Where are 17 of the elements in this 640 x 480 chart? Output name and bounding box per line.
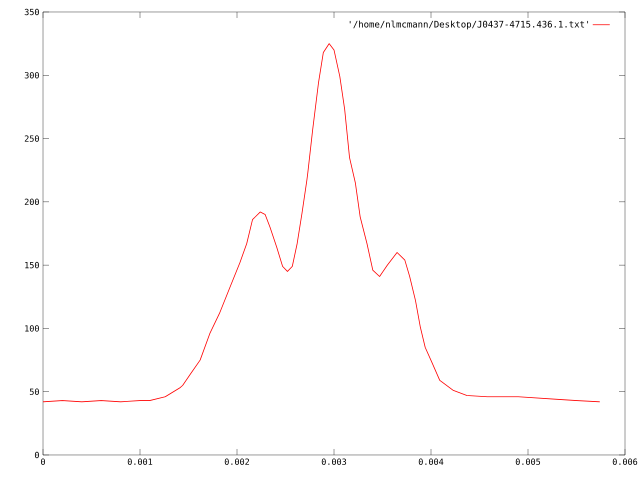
x-tick-label: 0.006 [612,458,638,465]
y-tick-label: 150 [25,262,39,268]
x-tick-label: 0.004 [418,458,444,465]
y-tick-label: 0 [34,452,39,458]
y-tick-label: 250 [24,135,39,142]
y-tick-label: 200 [24,198,39,206]
x-tick-label: 0.002 [224,458,250,465]
y-tick-label: 300 [24,72,39,78]
y-tick-label: 350 [24,8,39,16]
x-tick-label: 0.005 [516,458,540,465]
y-tick-label: 100 [25,325,39,332]
y-tick-label: 50 [30,388,39,395]
line-series [43,43,600,402]
x-tick-label: 0 [41,458,46,465]
legend-label: '/home/nlmcmann/Desktop/J0437-4715.436.1.txt' [350,20,588,30]
x-tick-label: 0.003 [322,458,346,465]
x-tick-label: 0.001 [128,458,152,465]
